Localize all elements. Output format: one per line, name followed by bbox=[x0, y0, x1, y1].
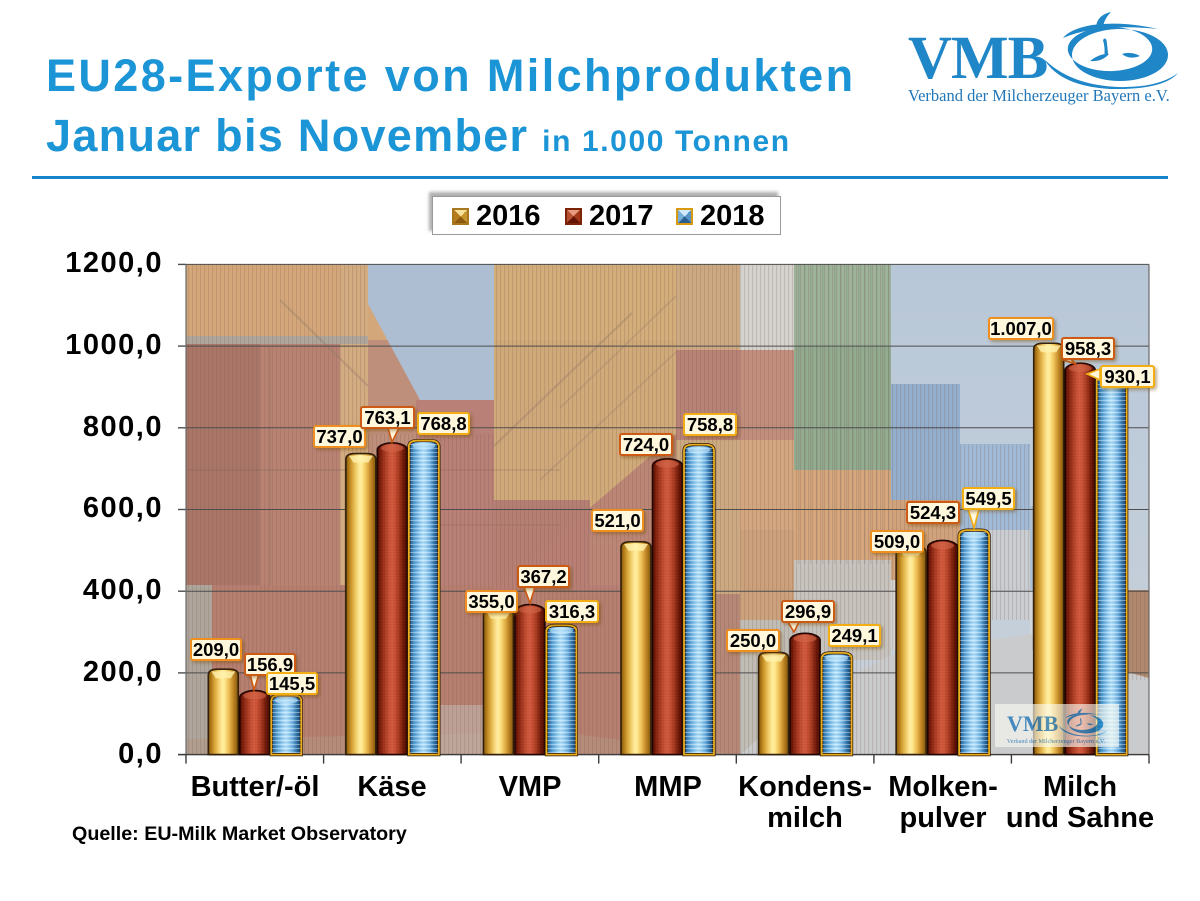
svg-text:VMB: VMB bbox=[1007, 711, 1059, 736]
svg-text:Verband der Milcherzeuger Baye: Verband der Milcherzeuger Bayern e.V. bbox=[1007, 738, 1106, 745]
